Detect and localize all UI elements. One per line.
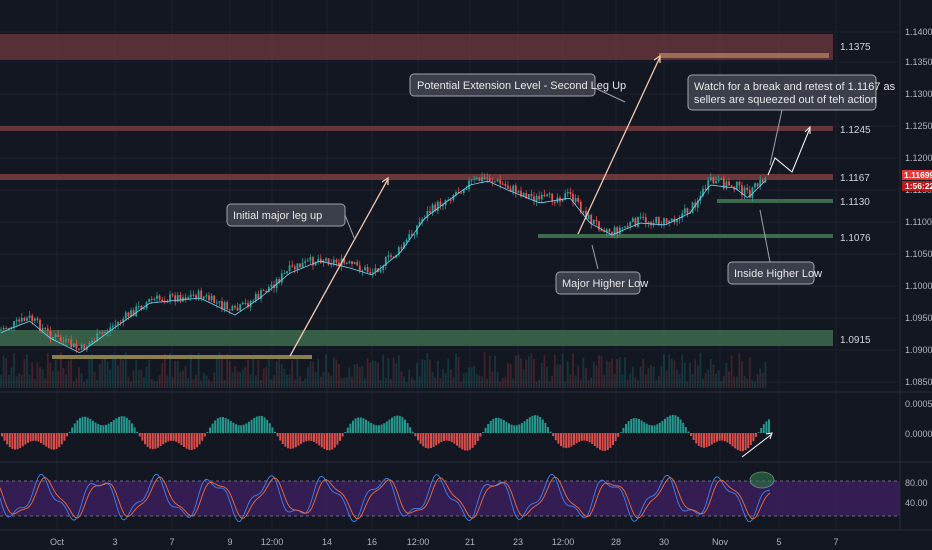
arrowhead-icon <box>381 176 389 185</box>
svg-text:Potential Extension Level - Se: Potential Extension Level - Second Leg U… <box>417 80 626 92</box>
time-tick: 28 <box>611 537 621 547</box>
annotation-extension[interactable]: Potential Extension Level - Second Leg U… <box>409 73 626 97</box>
level-label-1130: 1.1130 <box>840 197 870 208</box>
macd-divergence-arrow <box>741 433 773 458</box>
svg-text:Major Higher Low: Major Higher Low <box>562 278 648 290</box>
annotation-inside-higher-low[interactable]: Inside Higher Low <box>727 261 822 285</box>
arrowhead-icon <box>653 54 661 63</box>
price-tick: 1.14000 <box>905 27 932 37</box>
svg-text:Initial major leg up: Initial major leg up <box>233 210 322 222</box>
stoch-tick-80: 80.00 <box>905 478 928 488</box>
price-tick: 1.13500 <box>905 57 932 67</box>
time-tick: 7 <box>169 537 174 547</box>
level-label-1375: 1.1375 <box>840 42 871 53</box>
time-tick: 12:00 <box>552 537 575 547</box>
svg-text:sellers are squeezed out of te: sellers are squeezed out of teh action <box>694 94 877 106</box>
price-tick: 1.08500 <box>905 377 932 387</box>
price-tick: 1.09000 <box>905 345 932 355</box>
arrowhead-icon <box>765 432 773 440</box>
svg-text:Inside Higher Low: Inside Higher Low <box>734 268 822 280</box>
moving-average-line <box>0 180 766 353</box>
time-tick: 21 <box>465 537 475 547</box>
extension-arrow <box>577 56 661 235</box>
support-zone-0915[interactable] <box>0 330 833 346</box>
time-tick: Nov <box>712 537 729 547</box>
resistance-line-1245[interactable] <box>0 126 833 131</box>
annotation-initial-leg[interactable]: Initial major leg up <box>226 203 346 227</box>
time-tick: 3 <box>112 537 117 547</box>
svg-text:1:56:22: 1:56:22 <box>905 181 932 191</box>
stoch-highlight-ellipse <box>749 471 775 489</box>
price-tick: 1.13000 <box>905 89 932 99</box>
macd-tick-1: 0.00000 <box>905 429 932 439</box>
arrowhead-icon <box>804 125 811 134</box>
price-tick: 1.09500 <box>905 313 932 323</box>
initial-leg-base-bar <box>52 355 312 359</box>
svg-text:1.11699: 1.11699 <box>904 170 932 180</box>
volume-bars <box>0 352 767 388</box>
level-label-1167: 1.1167 <box>840 173 870 184</box>
time-tick: 12:00 <box>407 537 430 547</box>
arrows <box>289 54 811 458</box>
level-label-0915: 1.0915 <box>840 335 871 346</box>
initial-leg-arrow <box>289 178 389 357</box>
time-axis: Oct 3 7 9 12:00 14 16 12:00 21 23 12:00 28 30 Nov 5 7 <box>50 537 839 547</box>
current-price-tag: 1.11699 1:56:22 <box>902 170 932 191</box>
time-tick: 12:00 <box>261 537 284 547</box>
level-label-1245: 1.1245 <box>840 125 871 136</box>
price-tick: 1.12500 <box>905 121 932 131</box>
time-tick: 9 <box>227 537 232 547</box>
projection-path <box>767 127 811 176</box>
levels-layer <box>0 34 833 359</box>
stoch-k-line <box>0 473 771 523</box>
extension-target-bar <box>659 53 829 58</box>
callout-pointers <box>344 87 783 270</box>
time-tick: 14 <box>322 537 332 547</box>
support-line-1076[interactable] <box>538 234 833 238</box>
price-tick: 1.10000 <box>905 281 932 291</box>
time-tick: 30 <box>659 537 669 547</box>
support-line-1130[interactable] <box>717 199 833 203</box>
time-tick: 16 <box>367 537 377 547</box>
macd-histogram <box>1 414 770 452</box>
time-tick: 7 <box>833 537 838 547</box>
level-label-1076: 1.1076 <box>840 233 871 244</box>
stoch-tick-40: 40.00 <box>905 498 928 508</box>
candlesticks <box>0 172 767 353</box>
price-tick: 1.12000 <box>905 153 932 163</box>
annotation-major-higher-low[interactable]: Major Higher Low <box>555 271 648 295</box>
stoch-d-line <box>0 476 771 520</box>
annotation-watch[interactable]: Watch for a break and retest of 1.1167 a… <box>687 74 896 111</box>
time-tick: 23 <box>513 537 523 547</box>
price-tick: 1.11000 <box>905 217 932 227</box>
price-tick: 1.10500 <box>905 249 932 259</box>
svg-text:Watch for a break and retest o: Watch for a break and retest of 1.1167 a… <box>694 81 896 93</box>
time-tick: 5 <box>776 537 781 547</box>
time-tick: Oct <box>50 537 65 547</box>
resistance-line-1167[interactable] <box>0 174 833 180</box>
